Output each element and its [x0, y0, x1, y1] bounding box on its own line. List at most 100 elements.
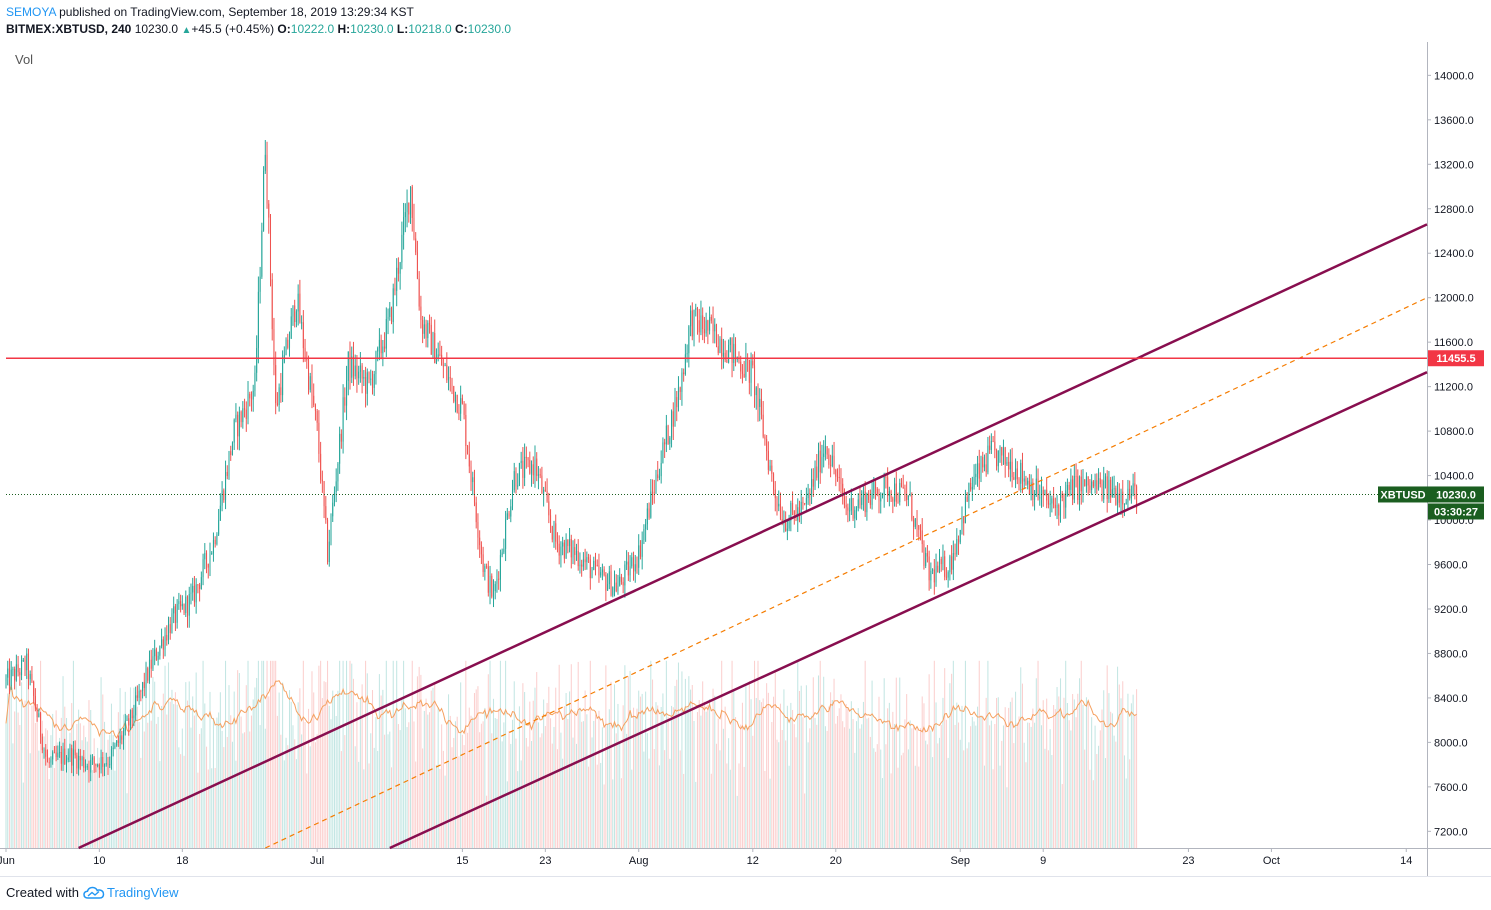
candle-body	[779, 503, 781, 520]
volume-bar	[301, 734, 303, 848]
volume-bar	[676, 679, 678, 848]
volume-bar	[764, 770, 766, 848]
volume-bar	[278, 692, 280, 848]
volume-bar	[1091, 717, 1093, 848]
volume-bar	[133, 687, 135, 848]
volume-bar	[913, 725, 915, 848]
volume-bar	[961, 705, 963, 848]
candle-body	[1063, 497, 1065, 508]
volume-bar	[496, 718, 498, 848]
candle-body	[511, 490, 514, 507]
volume-bar	[940, 725, 942, 848]
candle-body	[309, 376, 311, 390]
candle-body	[437, 354, 439, 359]
candle-body	[1061, 493, 1063, 498]
candle-body	[240, 411, 242, 423]
volume-ma-line	[5, 680, 1137, 739]
volume-bar	[282, 682, 284, 848]
candle-body	[121, 735, 123, 740]
volume-bar	[555, 687, 557, 848]
candle-body	[178, 601, 180, 605]
volume-bar	[1051, 755, 1053, 848]
candle-body	[994, 441, 996, 451]
volume-bar	[627, 676, 629, 848]
volume-bar	[968, 742, 970, 848]
candle-body	[314, 404, 316, 411]
candle-body	[7, 668, 9, 678]
candle-body	[809, 492, 811, 494]
candle-body	[351, 356, 353, 378]
candle-body	[745, 357, 747, 378]
volume-bar	[124, 691, 126, 848]
candle-body	[15, 664, 17, 681]
candle-body	[873, 481, 875, 494]
y-tick-label: 12000.0	[1434, 293, 1474, 305]
volume-bar	[186, 700, 189, 848]
candle-body	[613, 582, 616, 588]
candle-body	[868, 493, 870, 500]
candle-body	[842, 483, 844, 497]
candle-body	[703, 328, 705, 334]
candle-body	[1035, 478, 1037, 495]
candle-body	[916, 518, 918, 526]
candle-body	[773, 473, 775, 490]
volume-bar	[449, 715, 451, 848]
candle-body	[453, 386, 455, 402]
volume-bar	[57, 742, 59, 848]
symbol-interval[interactable]: BITMEX:XBTUSD, 240	[6, 22, 132, 36]
volume-bar	[230, 715, 232, 848]
candle-body	[847, 507, 849, 511]
volume-bar	[131, 716, 133, 848]
candle-body	[645, 524, 647, 530]
volume-bar	[451, 747, 453, 848]
candle-body	[966, 496, 968, 502]
candle-body	[480, 545, 482, 555]
volume-bar	[584, 690, 586, 848]
x-axis: Jun 10 18 Jul 15 23 Aug 12 20 Sep 9 23 Oct 14	[0, 848, 1412, 867]
x-tick-label: 14	[1400, 855, 1412, 867]
volume-bar	[46, 730, 49, 848]
volume-bar	[148, 660, 151, 848]
candle-body	[461, 398, 463, 404]
candle-body	[498, 578, 500, 580]
tradingview-link[interactable]: TradingView	[83, 885, 179, 900]
candle-body	[790, 502, 792, 521]
candle-body	[532, 464, 534, 476]
publish-info: SEMOYA published on TradingView.com, Sep…	[6, 5, 414, 20]
candle-body	[237, 414, 239, 437]
volume-bar	[155, 723, 157, 848]
open-value: 10222.0	[290, 22, 335, 36]
volume-bar	[463, 745, 465, 848]
volume-bar	[900, 755, 902, 848]
author-link[interactable]: SEMOYA	[6, 5, 56, 19]
volume-bar	[308, 708, 310, 848]
candle-body	[793, 510, 795, 515]
candle-body	[327, 519, 329, 563]
candle-body	[368, 372, 370, 380]
x-tick-label: 20	[830, 855, 842, 867]
candle-body	[195, 584, 197, 603]
candlesticks	[5, 140, 1138, 783]
volume-bar	[335, 716, 337, 848]
candle-body	[463, 403, 465, 415]
volume-bar	[19, 724, 21, 848]
volume-bar	[747, 729, 749, 848]
candle-body	[937, 565, 939, 573]
volume-bar	[674, 685, 676, 848]
candle-body	[275, 365, 277, 404]
candle-body	[41, 736, 43, 751]
candle-body	[534, 458, 536, 476]
x-tick-label: Aug	[629, 855, 649, 867]
candle-body	[755, 387, 757, 396]
volume-bar	[983, 765, 985, 848]
candle-body	[795, 514, 797, 521]
volume-bar	[269, 660, 272, 848]
volume-bar	[373, 747, 375, 848]
candle-body	[124, 720, 126, 732]
candle-body	[339, 433, 341, 464]
candle-body	[193, 585, 195, 603]
last-price: 10230.0	[134, 22, 179, 36]
volume-bar	[197, 772, 199, 848]
volume-bar	[881, 778, 883, 848]
